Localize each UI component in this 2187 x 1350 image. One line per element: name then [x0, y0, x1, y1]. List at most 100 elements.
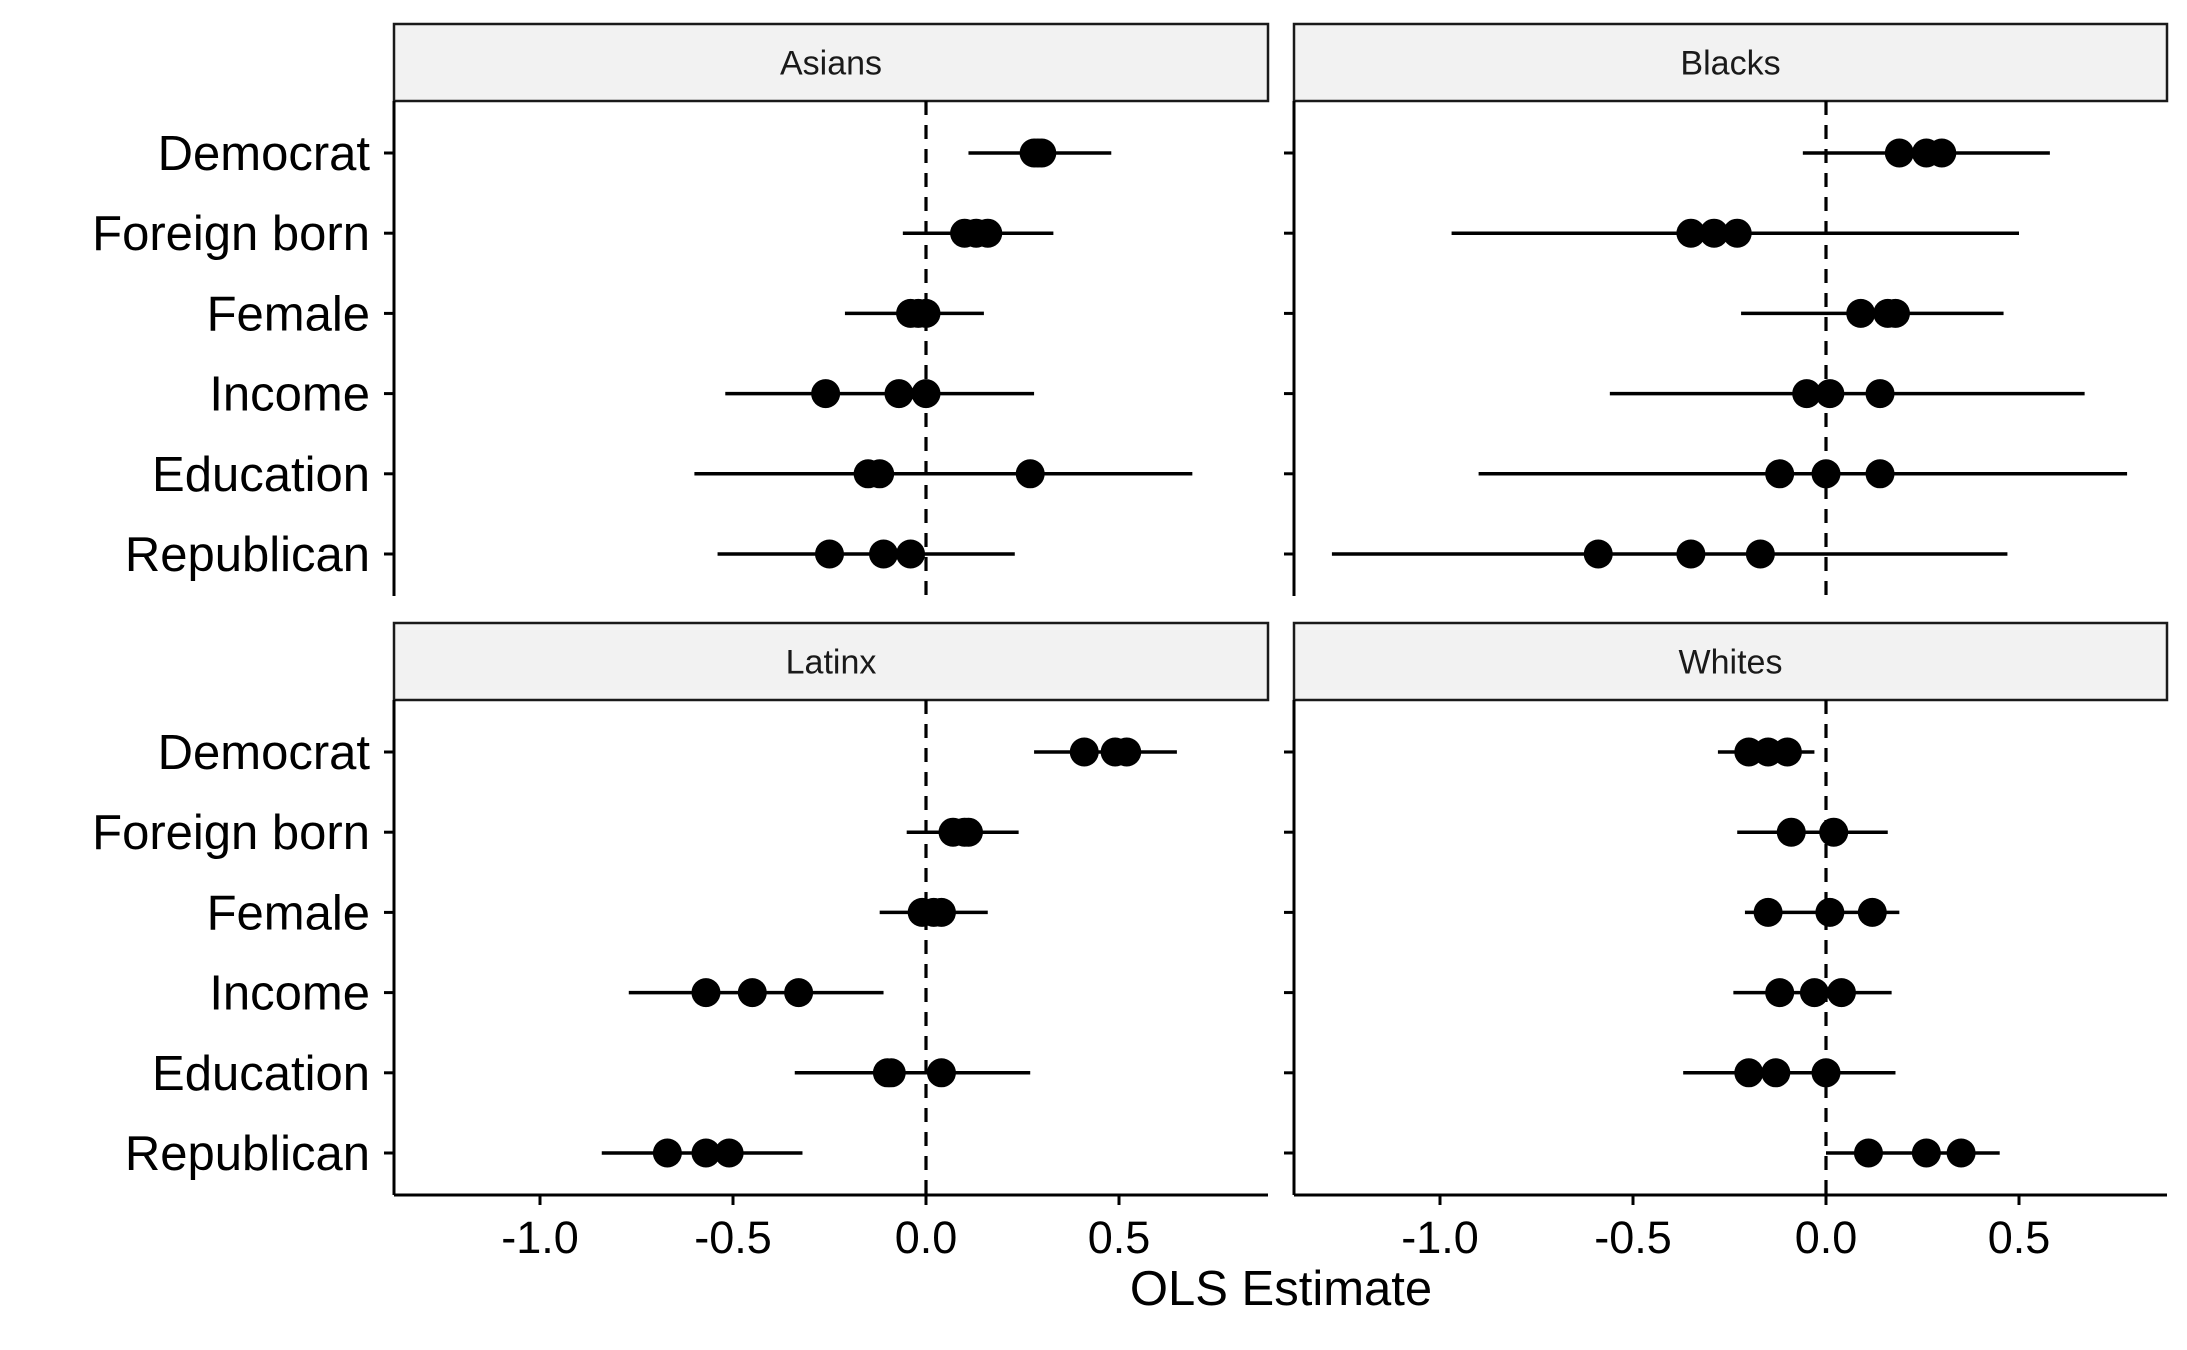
- x-tick-label: 0.0: [895, 1212, 958, 1263]
- estimate-point: [1946, 1138, 1976, 1168]
- category-label: Democrat: [158, 726, 371, 780]
- estimate-point: [1027, 138, 1057, 168]
- estimate-row-democrat: [1284, 737, 1815, 767]
- facet-strip-label: Whites: [1679, 644, 1783, 682]
- estimate-point: [896, 539, 926, 569]
- estimate-point: [1853, 1138, 1883, 1168]
- facet-strip-label: Latinx: [786, 644, 877, 682]
- estimate-row-education: Education: [152, 448, 1193, 502]
- estimate-point: [1815, 379, 1845, 409]
- estimate-point: [911, 379, 941, 409]
- category-label: Education: [152, 1047, 370, 1101]
- estimate-row-democrat: [1284, 138, 2050, 168]
- category-label: Female: [207, 886, 370, 940]
- panel-blacks: Blacks: [1284, 22, 2169, 596]
- estimate-point: [1772, 737, 1802, 767]
- estimate-point: [1865, 459, 1895, 489]
- estimate-point: [1676, 539, 1706, 569]
- x-axis-title-group: OLS Estimate: [1130, 1262, 1432, 1316]
- panel-whites: Whites -1.0 -0.5 0.0 0.5: [1284, 621, 2169, 1263]
- estimate-point: [876, 1058, 906, 1088]
- estimate-point: [1884, 138, 1914, 168]
- facet-strip-label: Asians: [780, 45, 882, 83]
- estimate-point: [1765, 459, 1795, 489]
- estimate-point: [865, 459, 895, 489]
- estimate-point: [953, 817, 983, 847]
- estimate-point: [1857, 897, 1887, 927]
- estimate-point: [1722, 218, 1752, 248]
- facet-strip-label: Blacks: [1680, 45, 1780, 83]
- estimate-point: [1865, 379, 1895, 409]
- estimate-row-income: [1284, 978, 1892, 1008]
- estimate-row-republican: [1284, 539, 2008, 569]
- facet-strip: [392, 621, 1270, 702]
- estimate-point: [1911, 1138, 1941, 1168]
- category-label: Income: [209, 967, 370, 1021]
- estimate-point: [691, 1138, 721, 1168]
- estimate-row-foreign-born: Foreign born: [92, 207, 1054, 261]
- estimate-point: [691, 978, 721, 1008]
- x-tick-label: -1.0: [1401, 1212, 1479, 1263]
- estimate-point: [784, 978, 814, 1008]
- estimate-point: [1112, 737, 1142, 767]
- category-label: Democrat: [158, 127, 371, 181]
- x-tick-label: 0.5: [1988, 1212, 2051, 1263]
- x-tick-label: -0.5: [694, 1212, 772, 1263]
- estimate-point: [926, 1058, 956, 1088]
- estimate-point: [1761, 1058, 1791, 1088]
- estimate-point: [869, 539, 899, 569]
- panel-latinx: Latinx -1.0 -0.5 0.0 0.5 Democrat Foreign born…: [92, 621, 1270, 1263]
- category-label: Foreign born: [92, 806, 370, 860]
- estimate-row-income: Income: [209, 967, 884, 1021]
- estimate-row-female: [1284, 897, 1900, 927]
- estimate-point: [1815, 897, 1845, 927]
- estimate-row-income: [1284, 379, 2085, 409]
- estimate-point: [652, 1138, 682, 1168]
- estimate-point: [1846, 298, 1876, 328]
- facet-strip: [1292, 22, 2169, 103]
- category-label: Education: [152, 448, 370, 502]
- estimate-point: [884, 379, 914, 409]
- estimate-row-foreign-born: [1284, 817, 1888, 847]
- estimate-point: [1811, 459, 1841, 489]
- estimate-point: [1927, 138, 1957, 168]
- estimate-point: [911, 298, 941, 328]
- estimate-row-republican: Republican: [125, 1127, 803, 1181]
- estimate-row-republican: [1284, 1138, 2000, 1168]
- estimate-point: [1753, 897, 1783, 927]
- estimate-row-female: Female: [207, 287, 984, 341]
- category-label: Republican: [125, 528, 370, 582]
- estimate-point: [926, 897, 956, 927]
- facet-strip: [1292, 621, 2169, 702]
- estimate-row-female: [1284, 298, 2004, 328]
- x-axis-title: OLS Estimate: [1130, 1262, 1432, 1316]
- x-tick-label: -1.0: [501, 1212, 579, 1263]
- estimate-point: [1799, 978, 1829, 1008]
- estimate-row-foreign-born: [1284, 218, 2019, 248]
- estimate-point: [1819, 817, 1849, 847]
- estimate-point: [1811, 1058, 1841, 1088]
- category-label: Foreign born: [92, 207, 370, 261]
- facet-strip: [392, 22, 1270, 103]
- estimate-point: [1826, 978, 1856, 1008]
- estimate-point: [1676, 218, 1706, 248]
- estimate-point: [1880, 298, 1910, 328]
- estimate-row-democrat: Democrat: [158, 726, 1177, 780]
- estimate-row-female: Female: [207, 886, 988, 940]
- estimate-point: [1745, 539, 1775, 569]
- estimate-row-democrat: Democrat: [158, 127, 1112, 181]
- x-tick-label: -0.5: [1594, 1212, 1672, 1263]
- estimate-point: [1734, 1058, 1764, 1088]
- chart-panels: Asians Democrat Foreign born Female Income Ed…: [92, 22, 2169, 1263]
- x-tick-label: 0.0: [1795, 1212, 1858, 1263]
- estimate-row-education: [1284, 459, 2128, 489]
- estimate-point: [1069, 737, 1099, 767]
- estimate-point: [1699, 218, 1729, 248]
- estimate-point: [1776, 817, 1806, 847]
- estimate-row-republican: Republican: [125, 528, 1015, 582]
- estimate-row-income: Income: [209, 368, 1035, 422]
- estimate-point: [714, 1138, 744, 1168]
- estimate-point: [815, 539, 844, 569]
- estimate-row-education: [1284, 1058, 1896, 1088]
